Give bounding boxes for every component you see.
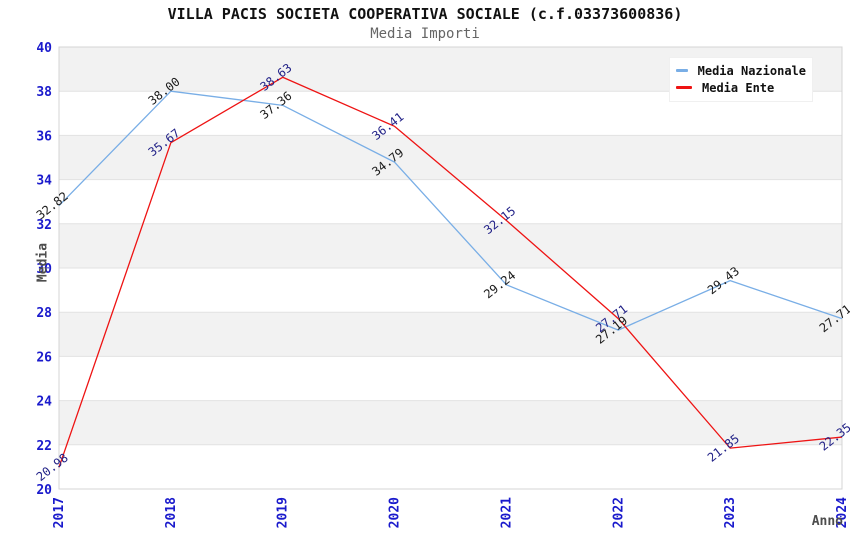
x-axis-title: Anno: [811, 514, 843, 529]
plot-band: [59, 400, 842, 445]
x-tick-label: 2019: [276, 497, 291, 528]
x-tick-label: 2020: [388, 497, 403, 528]
plot-band: [59, 356, 842, 401]
x-tick-label: 2022: [611, 497, 626, 528]
y-axis-title: Media: [35, 242, 51, 283]
x-tick-label: 2021: [499, 497, 514, 528]
plot-band: [59, 268, 842, 313]
y-tick-label: 38: [36, 85, 52, 100]
x-tick-label: 2017: [52, 497, 67, 528]
y-tick-label: 32: [36, 218, 52, 233]
legend: Media Nazionale Media Ente: [669, 57, 813, 102]
plot-band: [59, 135, 842, 180]
plot-band: [59, 312, 842, 357]
y-tick-label: 30: [36, 262, 52, 277]
legend-swatch-media-nazionale: [676, 69, 688, 72]
y-tick-label: 22: [36, 439, 52, 454]
legend-item-media-nazionale: Media Nazionale: [676, 62, 806, 79]
y-tick-label: 26: [36, 350, 52, 365]
series-line-media-nazionale: [58, 90, 843, 331]
y-tick-label: 36: [36, 129, 52, 144]
legend-label: Media Nazionale: [697, 63, 806, 78]
plot-band: [59, 179, 842, 224]
y-tick-label: 24: [36, 395, 52, 410]
x-tick-label: 2024: [835, 497, 850, 528]
plot-band: [59, 223, 842, 268]
legend-label: Media Ente: [702, 80, 775, 95]
plot-band: [59, 444, 842, 489]
chart-subtitle: Media Importi: [370, 26, 480, 42]
x-tick-label: 2018: [164, 497, 179, 528]
y-tick-label: 28: [36, 306, 52, 321]
x-tick-label: 2023: [723, 497, 738, 528]
y-tick-label: 34: [36, 174, 52, 189]
legend-item-media-ente: Media Ente: [676, 79, 806, 96]
series-line-media-ente: [58, 76, 843, 468]
chart-title: VILLA PACIS SOCIETA COOPERATIVA SOCIALE …: [167, 5, 683, 23]
plot-border: [58, 46, 843, 490]
y-tick-label: 20: [36, 483, 52, 498]
legend-swatch-media-ente: [676, 86, 692, 89]
y-tick-label: 40: [36, 41, 52, 56]
